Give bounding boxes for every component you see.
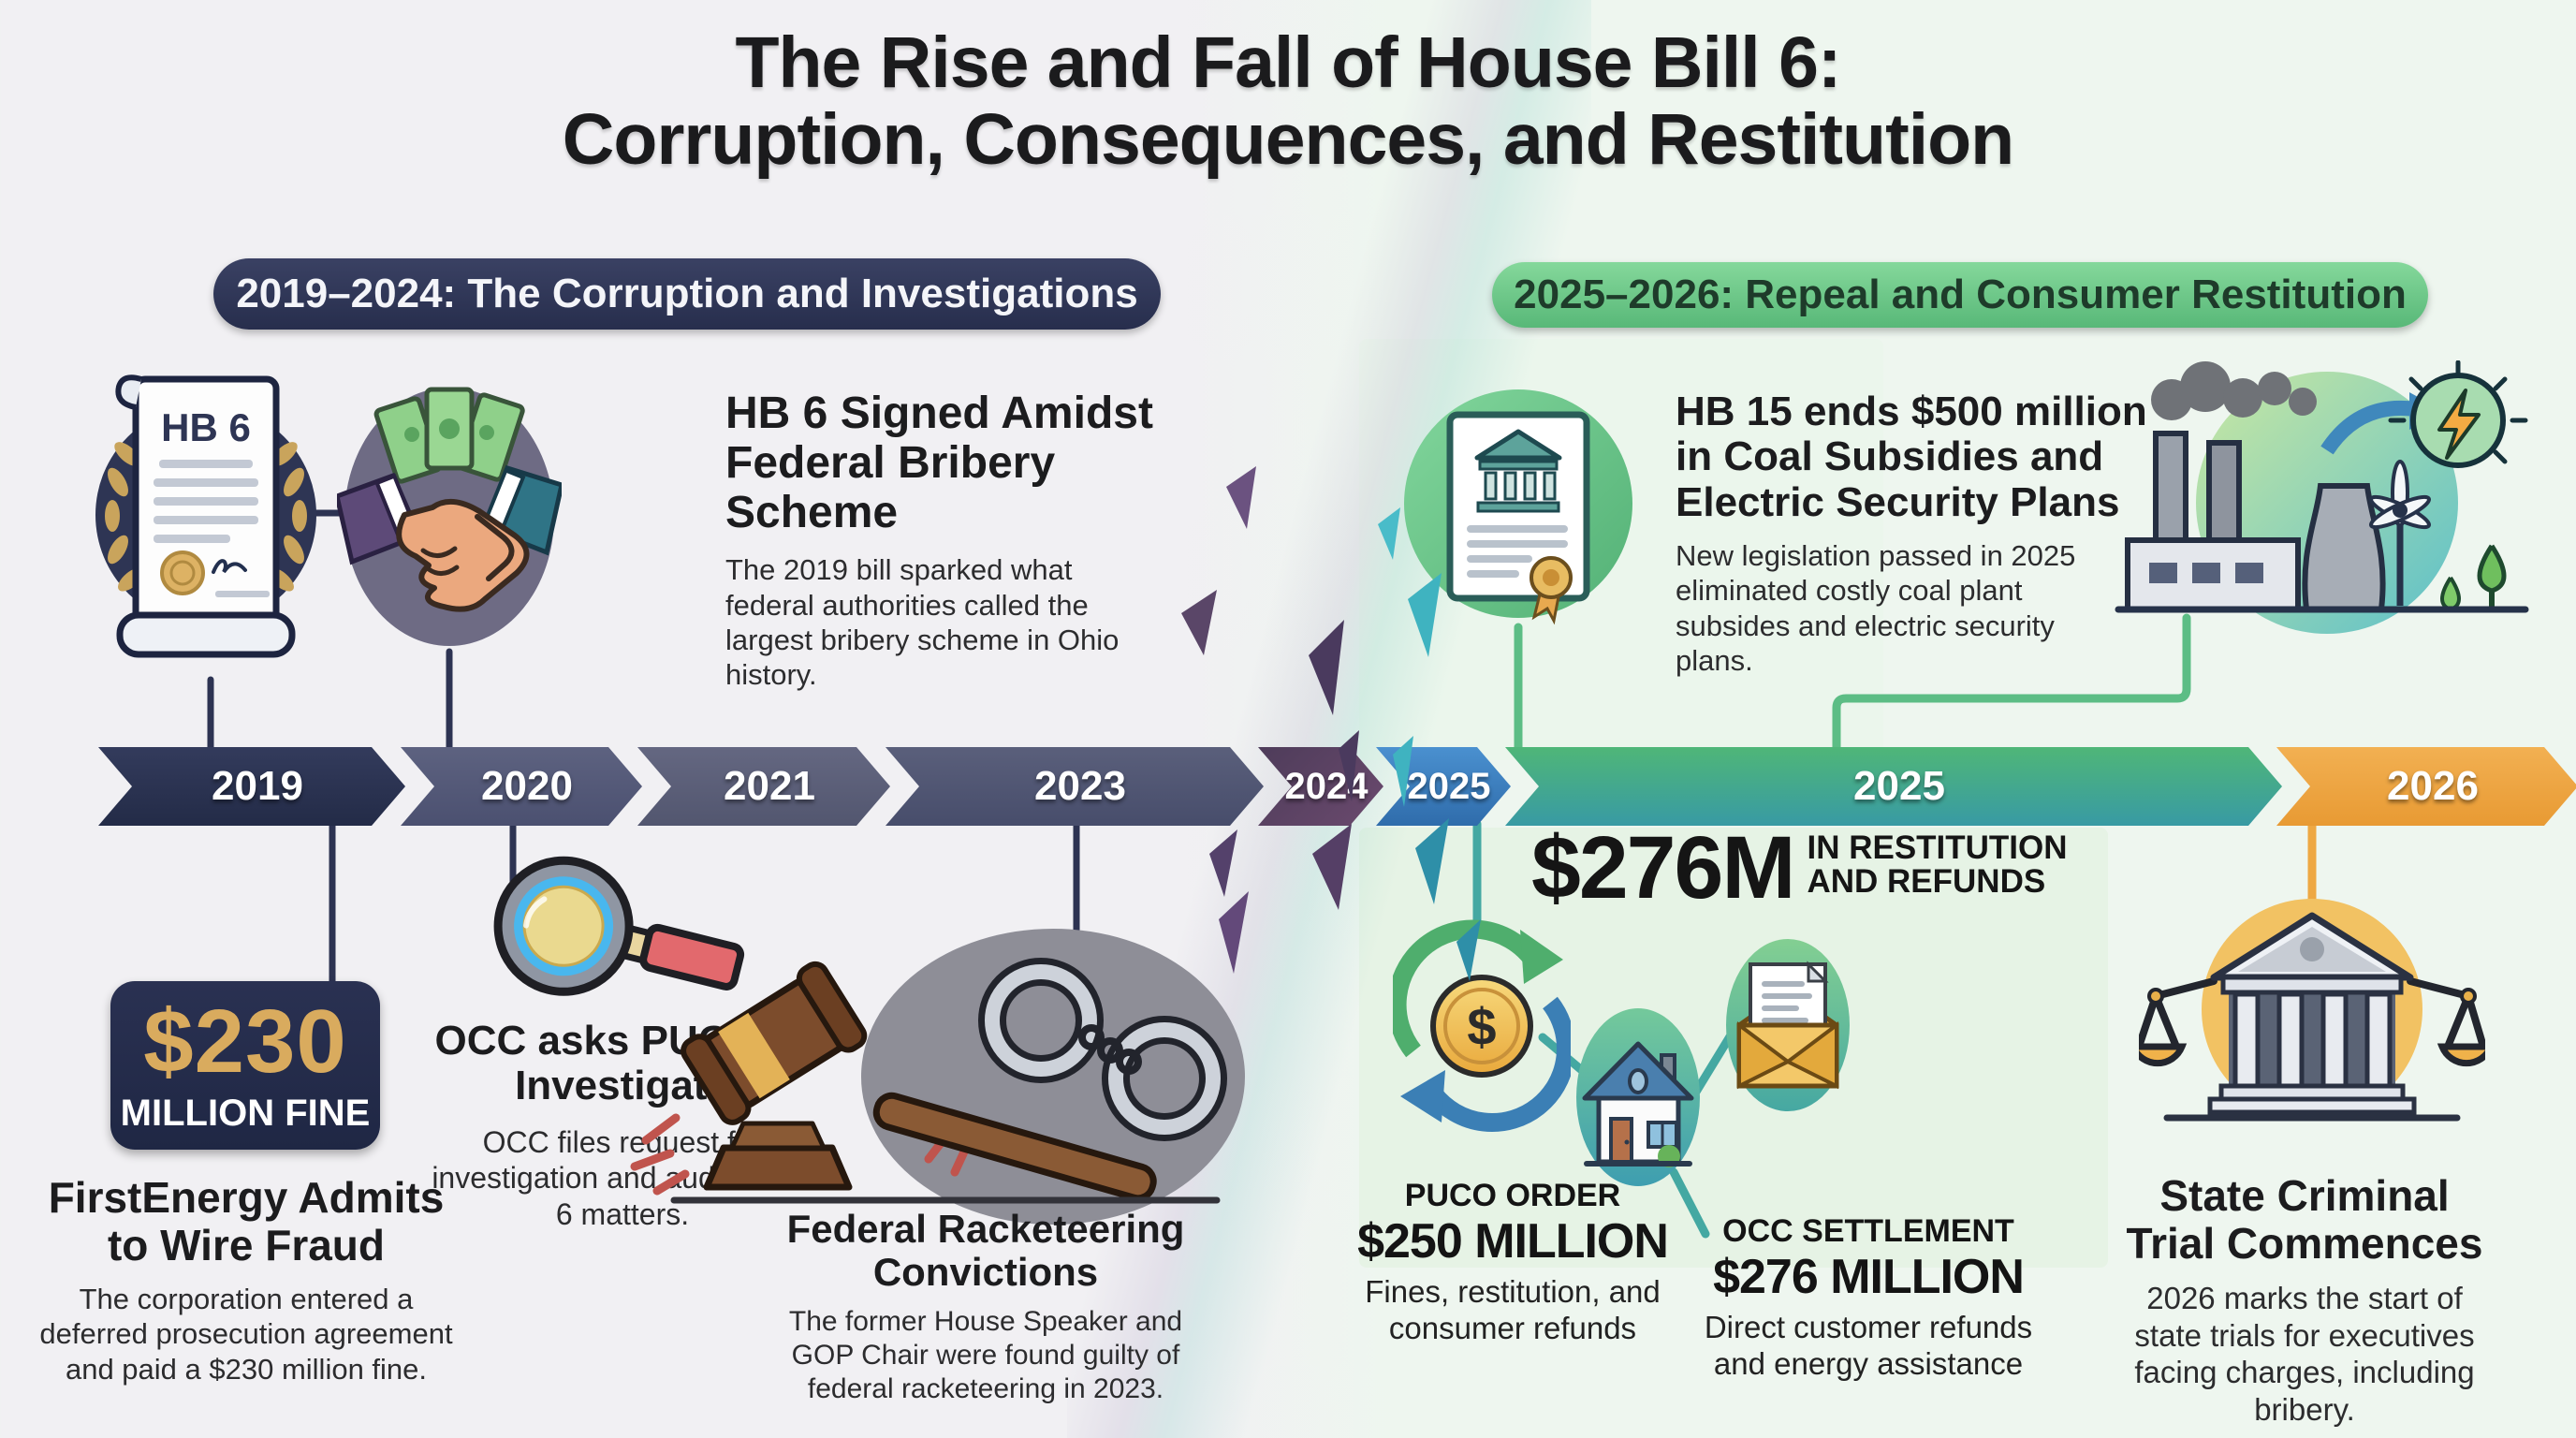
event-hb15-heading: HB 15 ends $500 million in Coal Subsidie… xyxy=(1676,389,2147,525)
timeline-segment-2025-green: 2025 xyxy=(1505,747,2282,826)
page-title: The Rise and Fall of House Bill 6: Corru… xyxy=(0,24,2576,179)
magnifier-icon xyxy=(493,856,745,996)
hb15-certificate-icon xyxy=(1404,389,1632,625)
section-header-corruption: 2019–2024: The Corruption and Investigat… xyxy=(213,258,1161,330)
coal-to-clean-energy-icon xyxy=(2115,360,2529,634)
timeline-segment-2020: 2020 xyxy=(401,747,642,826)
occ-settlement-body: Direct customer refunds and energy assis… xyxy=(1704,1309,2033,1382)
restitution-total: $276M IN RESTITUTION AND REFUNDS xyxy=(1531,818,2068,917)
timeline-segment-2023: 2023 xyxy=(886,747,1264,826)
house-icon xyxy=(1576,1008,1700,1186)
event-hb6-signed-body: The 2019 bill sparked what federal autho… xyxy=(725,553,1120,691)
restitution-total-label1: IN RESTITUTION xyxy=(1807,829,2068,866)
event-firstenergy-heading: FirstEnergy Admits to Wire Fraud xyxy=(48,1173,445,1269)
event-hb6-signed: HB 6 Signed Amidst Federal Bribery Schem… xyxy=(725,389,1175,692)
event-puco-order: PUCO ORDER $250 MILLION Fines, restituti… xyxy=(1337,1178,1689,1347)
puco-order-body: Fines, restitution, and consumer refunds xyxy=(1365,1273,1661,1346)
gavel-handcuffs-icon xyxy=(630,929,1245,1225)
handshake-money-icon xyxy=(337,387,562,646)
puco-order-label: PUCO ORDER xyxy=(1404,1178,1621,1213)
restitution-total-amount: $276M xyxy=(1531,818,1795,917)
event-hb15: HB 15 ends $500 million in Coal Subsidie… xyxy=(1676,389,2153,678)
coin-dollar-symbol: $ xyxy=(1467,997,1496,1056)
event-firstenergy: FirstEnergy Admits to Wire Fraud The cor… xyxy=(36,1174,457,1387)
event-hb6-signed-heading: HB 6 Signed Amidst Federal Bribery Schem… xyxy=(725,389,1153,537)
page-title-line2: Corruption, Consequences, and Restitutio… xyxy=(562,99,2014,181)
occ-settlement-amount: $276 MILLION xyxy=(1713,1250,2025,1304)
occ-settlement-label: OCC SETTLEMENT xyxy=(1722,1213,2014,1249)
courthouse-scales-icon xyxy=(2139,899,2485,1122)
page-title-line1: The Rise and Fall of House Bill 6: xyxy=(735,22,1841,103)
refund-cycle-icon: $ xyxy=(1393,919,1571,1133)
fine-badge-amount: $230 xyxy=(143,991,347,1092)
event-racketeering-heading: Federal Racketeering Convictions xyxy=(786,1207,1185,1295)
event-state-trial-heading: State Criminal Trial Commences xyxy=(2126,1171,2483,1268)
hb6-scroll-icon: HB 6 xyxy=(95,374,316,658)
event-state-trial: State Criminal Trial Commences 2026 mark… xyxy=(2117,1172,2492,1429)
timeline-segment-2026: 2026 xyxy=(2276,747,2576,826)
event-state-trial-body: 2026 marks the start of state trials for… xyxy=(2134,1281,2475,1427)
puco-order-amount: $250 MILLION xyxy=(1357,1214,1669,1269)
event-firstenergy-body: The corporation entered a deferred prose… xyxy=(39,1283,453,1386)
section-header-restitution: 2025–2026: Repeal and Consumer Restituti… xyxy=(1492,262,2428,328)
fine-badge-label: MILLION FINE xyxy=(120,1093,371,1134)
timeline-segment-2019: 2019 xyxy=(98,747,405,826)
event-hb15-body: New legislation passed in 2025 eliminate… xyxy=(1676,539,2076,677)
restitution-total-label2: AND REFUNDS xyxy=(1807,862,2046,900)
event-racketeering: Federal Racketeering Convictions The for… xyxy=(784,1207,1187,1406)
fine-badge: $230 MILLION FINE xyxy=(110,981,380,1150)
event-occ-settlement: OCC SETTLEMENT $276 MILLION Direct custo… xyxy=(1692,1213,2044,1383)
event-racketeering-body: The former House Speaker and GOP Chair w… xyxy=(788,1306,1183,1405)
scroll-label: HB 6 xyxy=(161,405,251,449)
timeline-segment-2021: 2021 xyxy=(637,747,890,826)
envelope-icon xyxy=(1726,939,1850,1111)
